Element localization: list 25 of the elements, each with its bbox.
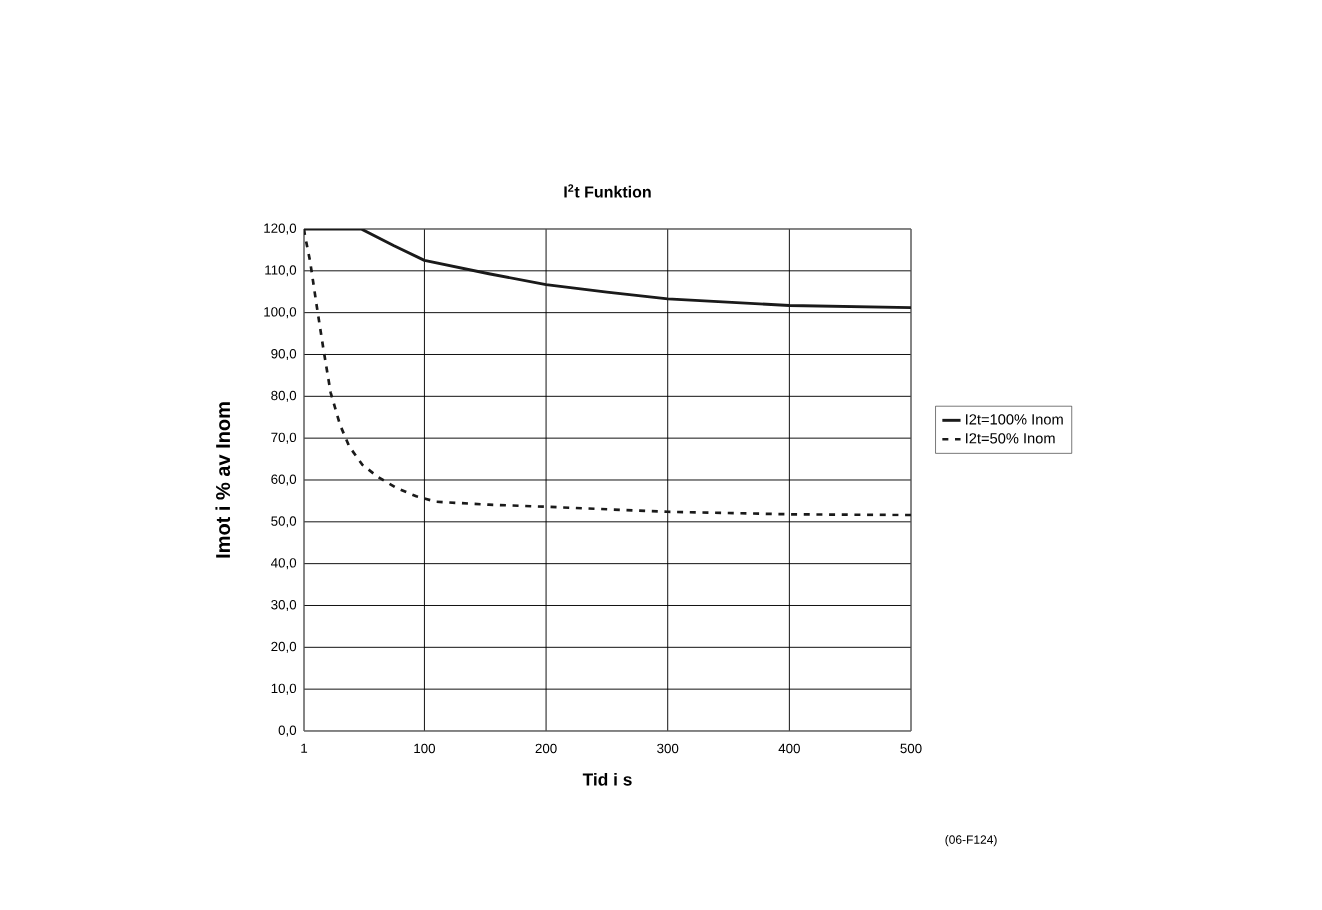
y-tick-label: 70,0 — [271, 432, 297, 444]
legend-label: I2t=100% Inom — [966, 414, 1063, 425]
y-tick-label: 10,0 — [271, 683, 297, 695]
y-tick-label: 30,0 — [271, 599, 297, 611]
y-tick-label: 40,0 — [270, 558, 297, 570]
y-tick-label: 50,0 — [271, 516, 297, 528]
y-tick-label: 0,0 — [278, 725, 297, 737]
y-tick-label: 120,0 — [264, 223, 297, 235]
y-tick-label: 90,0 — [271, 348, 297, 360]
x-tick-label: 300 — [657, 743, 679, 754]
x-tick-label: 200 — [535, 743, 557, 754]
y-tick-label: 60,0 — [271, 474, 297, 486]
y-tick-label: 100,0 — [264, 307, 297, 319]
legend-label: I2t=50% Inom — [966, 433, 1055, 444]
y-tick-label: 80,0 — [271, 390, 297, 402]
x-tick-label: 500 — [900, 743, 922, 754]
x-tick-label: 1 — [301, 743, 308, 753]
x-axis-title: Tid i s — [582, 772, 632, 786]
chart-title: I$^{2}$t Funktion — [564, 184, 651, 198]
y-axis-title: Imot i % av Inom — [215, 402, 231, 558]
y-tick-label: 110,0 — [265, 265, 297, 277]
text: (06-F124) — [945, 835, 997, 847]
x-tick-label: 400 — [778, 743, 800, 754]
x-tick-label: 100 — [414, 743, 436, 754]
y-tick-label: 20,0 — [271, 641, 297, 653]
